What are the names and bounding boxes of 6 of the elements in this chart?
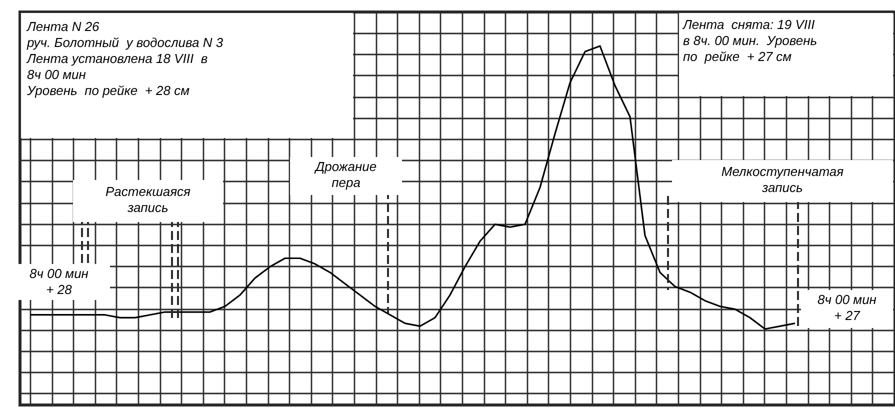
note-panel: Мелкоступенчатая запись [672, 160, 893, 202]
note-panel: Лента снята: 19 VIII в 8ч. 00 мин. Уровень по рейке + 27 см [679, 13, 893, 96]
note-panel: 8ч 00 мин + 27 [801, 290, 893, 328]
note-panel: Дрожание пера [290, 157, 402, 195]
note-panel: Лента N 26 руч. Болотный у водослива N 3 Лента установлена 18 VIII в 8ч 00 мин Уровень по рейке + 28 см [21, 13, 353, 138]
note-panel: Растекшаяся запись [73, 180, 223, 222]
